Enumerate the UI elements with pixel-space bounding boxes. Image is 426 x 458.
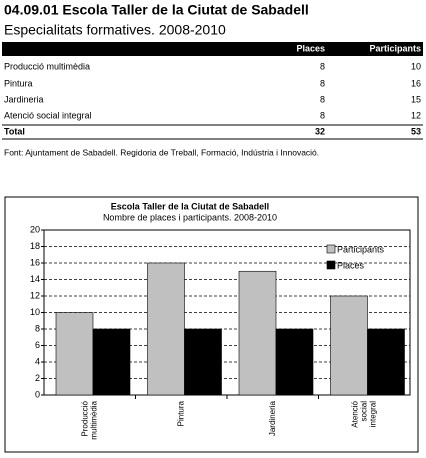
row-label: Producció multimèdia xyxy=(4,61,90,71)
table-cell: 10 xyxy=(411,61,421,71)
table-cell: 12 xyxy=(411,110,421,120)
bar xyxy=(275,328,314,396)
table-cell: 8 xyxy=(320,94,325,104)
y-tick-label: 6 xyxy=(35,340,40,350)
column-header: Participants xyxy=(369,43,421,53)
x-tick-label: Pintura xyxy=(176,400,185,426)
y-tick-label: 4 xyxy=(35,356,40,366)
table-cell: 8 xyxy=(320,61,325,71)
y-tick-label: 14 xyxy=(30,274,40,284)
total-cell: 32 xyxy=(315,126,325,136)
y-tick-label: 20 xyxy=(30,224,40,234)
legend-swatch xyxy=(326,244,336,254)
x-tick-label: Jardineria xyxy=(268,400,277,436)
bar xyxy=(238,270,277,396)
doc-subtitle: Especialitats formatives. 2008-2010 xyxy=(4,22,226,38)
chart-title: Escola Taller de la Ciutat de Sabadell xyxy=(111,201,269,211)
bar xyxy=(367,328,405,396)
table-cell: 16 xyxy=(411,78,421,88)
column-header: Places xyxy=(296,43,325,53)
y-tick-label: 2 xyxy=(35,373,40,383)
bar xyxy=(330,295,368,396)
table-cell: 8 xyxy=(320,78,325,88)
x-tick-label: Atenciósocialintegral xyxy=(350,400,377,427)
table-cell: 15 xyxy=(411,94,421,104)
y-tick-label: 0 xyxy=(35,389,40,399)
bar xyxy=(147,262,185,396)
chart-subtitle: Nombre de places i participants. 2008-20… xyxy=(103,212,277,222)
bar xyxy=(55,312,94,396)
total-label: Total xyxy=(4,126,25,136)
legend-label: Places xyxy=(337,260,365,270)
row-label: Jardineria xyxy=(4,94,44,104)
bar xyxy=(92,328,131,396)
legend-swatch xyxy=(326,260,336,270)
bar xyxy=(184,328,222,396)
doc-title: 04.09.01 Escola Taller de la Ciutat de S… xyxy=(4,2,309,18)
row-label: Atenció social integral xyxy=(4,110,92,120)
row-label: Pintura xyxy=(4,78,33,88)
y-tick-label: 8 xyxy=(35,323,40,333)
total-cell: 53 xyxy=(411,126,421,136)
source: Font: Ajuntament de Sabadell. Regidoria … xyxy=(4,147,319,157)
table-header-bar xyxy=(2,42,423,56)
y-tick-label: 12 xyxy=(30,290,40,300)
table-cell: 8 xyxy=(320,110,325,120)
x-tick-label: Producciómultimèdia xyxy=(80,400,98,439)
y-tick-label: 10 xyxy=(30,307,40,317)
y-tick-label: 16 xyxy=(30,257,40,267)
legend-label: Participants xyxy=(337,244,385,254)
y-tick-label: 18 xyxy=(30,241,40,251)
